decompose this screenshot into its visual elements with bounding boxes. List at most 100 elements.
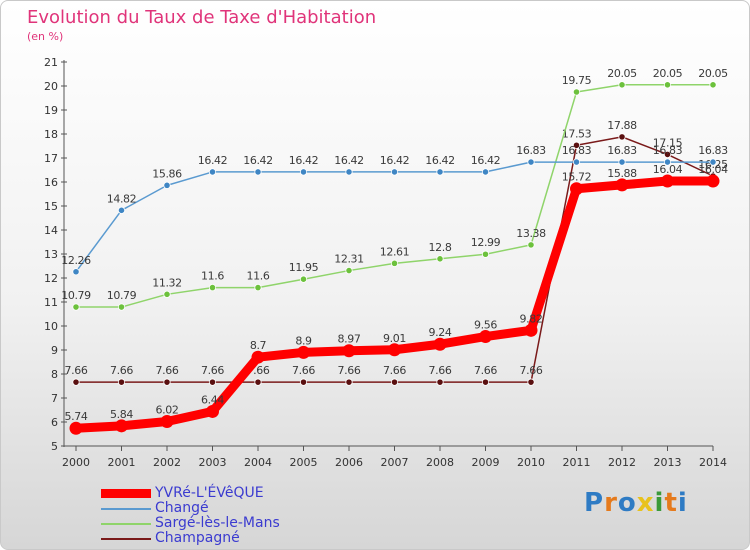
legend-swatch bbox=[101, 523, 151, 525]
data-label: 12.61 bbox=[380, 245, 410, 258]
x-tick-label: 2011 bbox=[563, 456, 591, 469]
legend-label: Champagné bbox=[155, 530, 240, 546]
data-label: 15.72 bbox=[562, 171, 592, 184]
x-tick-label: 2014 bbox=[699, 456, 727, 469]
data-label: 8.9 bbox=[295, 334, 312, 347]
data-point bbox=[709, 158, 717, 166]
data-point bbox=[390, 378, 399, 386]
data-label: 16.42 bbox=[243, 154, 273, 167]
x-tick-label: 2003 bbox=[199, 456, 227, 469]
data-label: 16.42 bbox=[289, 154, 319, 167]
data-point bbox=[69, 421, 83, 435]
data-label: 12.31 bbox=[334, 253, 364, 266]
data-point bbox=[299, 275, 308, 283]
data-point bbox=[254, 378, 262, 386]
data-point bbox=[208, 283, 217, 292]
x-tick-label: 2007 bbox=[381, 456, 409, 469]
data-point bbox=[299, 168, 308, 176]
data-point bbox=[663, 158, 672, 166]
data-point bbox=[615, 178, 629, 192]
data-point bbox=[527, 158, 535, 166]
y-tick-label: 13 bbox=[44, 248, 58, 261]
data-point bbox=[572, 141, 581, 149]
data-point bbox=[663, 150, 672, 158]
data-label: 10.79 bbox=[107, 289, 137, 302]
data-point bbox=[524, 323, 538, 337]
data-label: 7.66 bbox=[156, 364, 179, 377]
legend-swatch bbox=[101, 508, 151, 510]
data-label: 7.66 bbox=[520, 364, 543, 377]
data-point bbox=[436, 255, 444, 263]
data-label: 20.05 bbox=[607, 67, 637, 80]
series-line bbox=[71, 176, 718, 433]
data-point bbox=[345, 266, 353, 275]
data-point bbox=[299, 378, 308, 386]
data-point bbox=[388, 343, 401, 357]
data-label: 9.24 bbox=[429, 326, 452, 339]
data-point bbox=[342, 344, 356, 358]
data-label: 8.7 bbox=[250, 339, 267, 352]
data-point bbox=[117, 303, 126, 311]
legend-item: YVRé-L'ÉVêQUE bbox=[101, 486, 381, 501]
y-tick-label: 17 bbox=[44, 152, 58, 165]
data-label: 16.83 bbox=[653, 144, 683, 157]
data-point bbox=[254, 168, 262, 176]
data-label: 7.66 bbox=[110, 364, 133, 377]
data-label: 7.66 bbox=[292, 364, 315, 377]
data-point bbox=[618, 158, 626, 166]
y-tick-label: 10 bbox=[44, 320, 58, 333]
data-point bbox=[527, 378, 535, 386]
y-tick-label: 8 bbox=[51, 368, 58, 381]
data-label: 17.15 bbox=[653, 136, 683, 149]
data-label: 7.66 bbox=[429, 364, 452, 377]
x-tick-label: 2004 bbox=[244, 456, 272, 469]
data-label: 16.42 bbox=[198, 154, 228, 167]
data-label: 5.84 bbox=[110, 408, 133, 421]
data-label: 12.8 bbox=[429, 241, 452, 254]
data-label: 16.83 bbox=[562, 144, 592, 157]
y-tick-label: 14 bbox=[44, 224, 58, 237]
data-point bbox=[433, 337, 447, 351]
y-tick-label: 7 bbox=[51, 392, 58, 405]
data-point bbox=[206, 404, 219, 418]
y-tick-label: 19 bbox=[44, 104, 58, 117]
data-label: 16.42 bbox=[425, 154, 455, 167]
chart-title: Evolution du Taux de Taxe d'Habitation bbox=[27, 7, 377, 28]
x-tick-label: 2001 bbox=[108, 456, 136, 469]
data-label: 16.04 bbox=[653, 163, 683, 176]
data-point bbox=[572, 88, 581, 96]
data-label: 6.02 bbox=[156, 404, 179, 417]
data-label: 7.66 bbox=[338, 364, 361, 377]
data-label: 16.04 bbox=[698, 163, 728, 176]
y-tick-label: 18 bbox=[44, 128, 58, 141]
data-point bbox=[661, 174, 674, 188]
x-tick-label: 2009 bbox=[472, 456, 500, 469]
data-label: 9.82 bbox=[520, 312, 543, 325]
legend-item: Changé bbox=[101, 501, 381, 516]
data-label: 13.38 bbox=[516, 227, 546, 240]
legend-label: Sargé-lès-le-Mans bbox=[155, 515, 280, 531]
data-label: 15.86 bbox=[152, 167, 182, 180]
data-label: 20.05 bbox=[698, 67, 728, 80]
y-tick-label: 9 bbox=[51, 344, 58, 357]
x-tick-label: 2006 bbox=[335, 456, 363, 469]
data-label: 8.97 bbox=[338, 333, 361, 346]
data-point bbox=[115, 419, 128, 433]
x-tick-label: 2000 bbox=[62, 456, 90, 469]
data-label: 17.88 bbox=[607, 119, 637, 132]
data-point bbox=[160, 415, 174, 429]
data-label: 15.88 bbox=[607, 167, 637, 180]
y-tick-label: 6 bbox=[51, 416, 58, 429]
legend-item: Sargé-lès-le-Mans bbox=[101, 516, 381, 531]
data-point bbox=[618, 133, 626, 141]
data-point bbox=[345, 168, 353, 176]
data-label: 16.42 bbox=[334, 154, 364, 167]
legend-item: Champagné bbox=[101, 531, 381, 546]
data-point bbox=[254, 283, 262, 292]
data-point bbox=[163, 290, 171, 298]
data-point bbox=[436, 168, 444, 176]
data-label: 6.44 bbox=[201, 393, 224, 406]
y-tick-label: 11 bbox=[44, 296, 58, 309]
data-label: 7.66 bbox=[383, 364, 406, 377]
data-point bbox=[345, 378, 353, 386]
